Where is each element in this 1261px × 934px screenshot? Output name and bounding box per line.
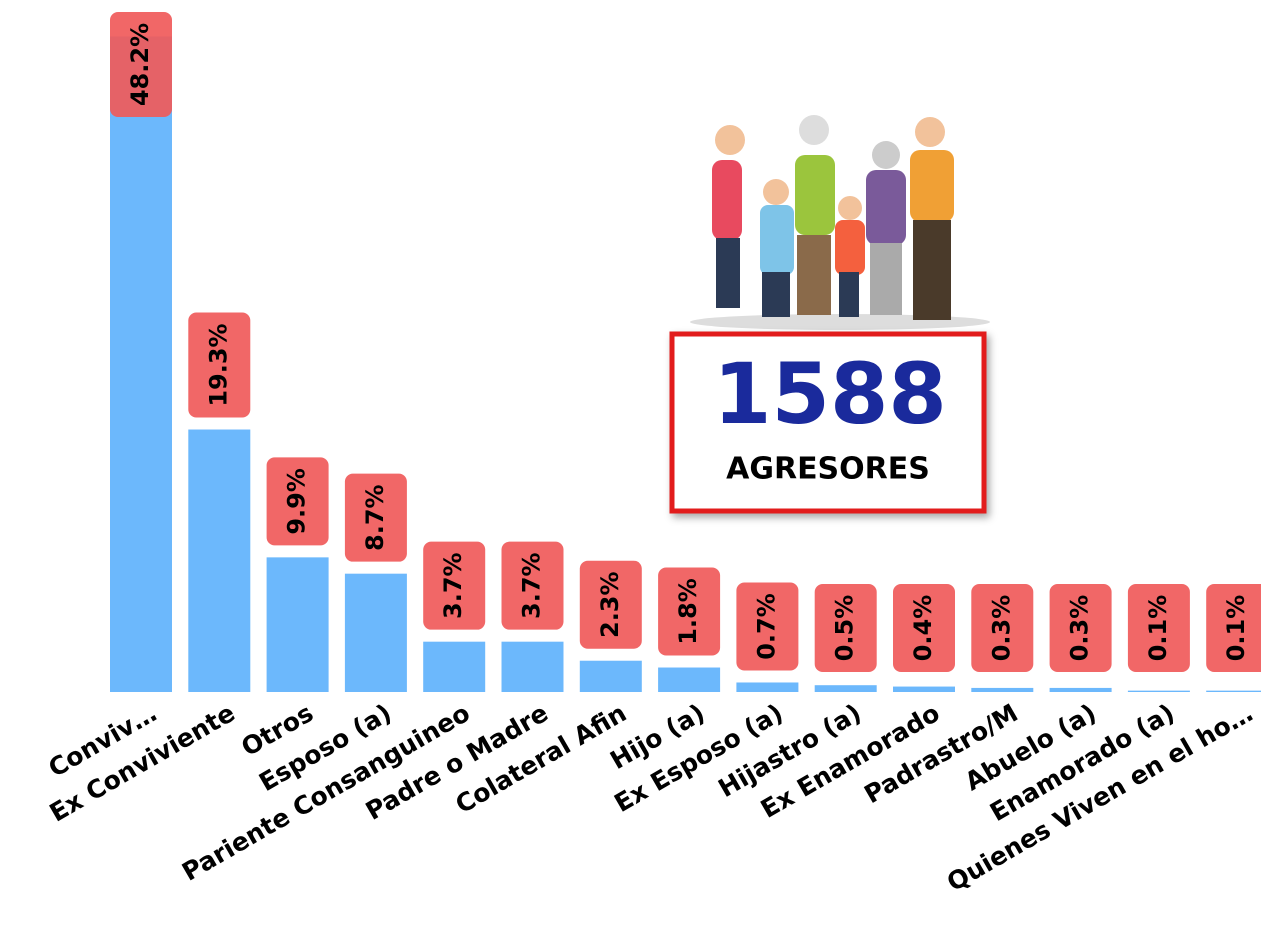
bar — [188, 430, 250, 692]
value-label: 3.7% — [439, 552, 467, 619]
bar — [893, 687, 955, 692]
bar — [423, 642, 485, 692]
bar — [736, 682, 798, 692]
bar — [815, 685, 877, 692]
value-label: 0.7% — [752, 593, 780, 660]
value-label: 19.3% — [204, 323, 232, 406]
value-label: 8.7% — [361, 484, 389, 551]
chart: 1588 AGRESORES 48.2%Conviv…19.3%Ex Convi… — [0, 0, 1261, 934]
value-label: 0.1% — [1144, 595, 1172, 662]
bar — [110, 36, 172, 692]
bar — [1050, 688, 1112, 692]
bar — [971, 688, 1033, 692]
callout-label: AGRESORES — [726, 452, 930, 487]
value-label: 9.9% — [283, 468, 311, 535]
bar — [267, 557, 329, 692]
value-label: 3.7% — [518, 552, 546, 619]
value-label: 0.1% — [1222, 595, 1250, 662]
value-label: 0.5% — [831, 595, 859, 662]
bar — [1128, 691, 1190, 692]
bar — [658, 668, 720, 692]
family-illustration — [690, 115, 990, 330]
value-label: 1.8% — [674, 578, 702, 645]
bar — [502, 642, 564, 692]
value-label: 48.2% — [126, 23, 154, 106]
bar — [580, 661, 642, 692]
bar — [1206, 691, 1261, 692]
callout-number: 1588 — [713, 345, 947, 443]
value-label: 0.3% — [987, 595, 1015, 662]
value-label: 0.3% — [1066, 595, 1094, 662]
bar — [345, 574, 407, 692]
value-label: 0.4% — [909, 595, 937, 662]
value-label: 2.3% — [596, 571, 624, 638]
